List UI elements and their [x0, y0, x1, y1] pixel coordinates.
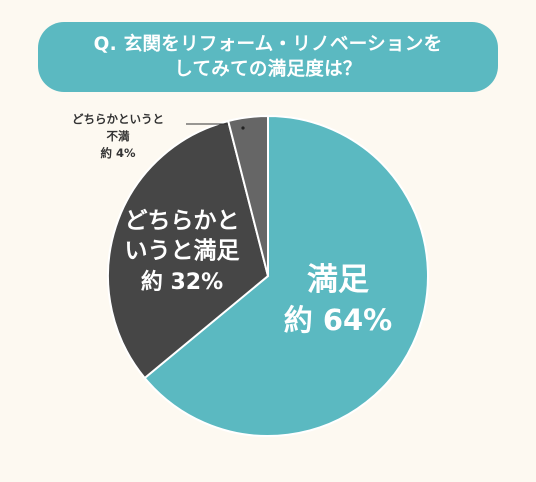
- slice-label-satisfied-name: 満足: [307, 262, 369, 298]
- slice-label-somewhat-unsatisfied-value: 約 4%: [100, 146, 136, 160]
- question-banner: Q. 玄関をリフォーム・リノベーションを してみての満足度は？: [38, 22, 498, 92]
- slice-label-somewhat-unsatisfied-line1: どちらかというと: [72, 112, 164, 126]
- pie-slice-somewhat-unsatisfied: [226, 114, 269, 277]
- pie-slice-somewhat-satisfied: [107, 119, 270, 380]
- slice-label-somewhat-satisfied-line1: どちらかと: [125, 208, 240, 234]
- pie-slice-satisfied: [143, 114, 429, 437]
- slice-label-somewhat-satisfied-value: 約 32%: [141, 269, 223, 295]
- question-line-1: Q. 玄関をリフォーム・リノベーションを: [93, 34, 443, 55]
- slice-label-somewhat-satisfied-line2: いうと満足: [125, 238, 240, 264]
- pie-slices: [107, 114, 429, 437]
- leader-dot: [241, 126, 245, 130]
- question-line-2: してみての満足度は？: [174, 59, 362, 80]
- slice-label-satisfied-value: 約 64%: [284, 303, 393, 337]
- slice-label-somewhat-unsatisfied-line2: 不満: [107, 129, 130, 143]
